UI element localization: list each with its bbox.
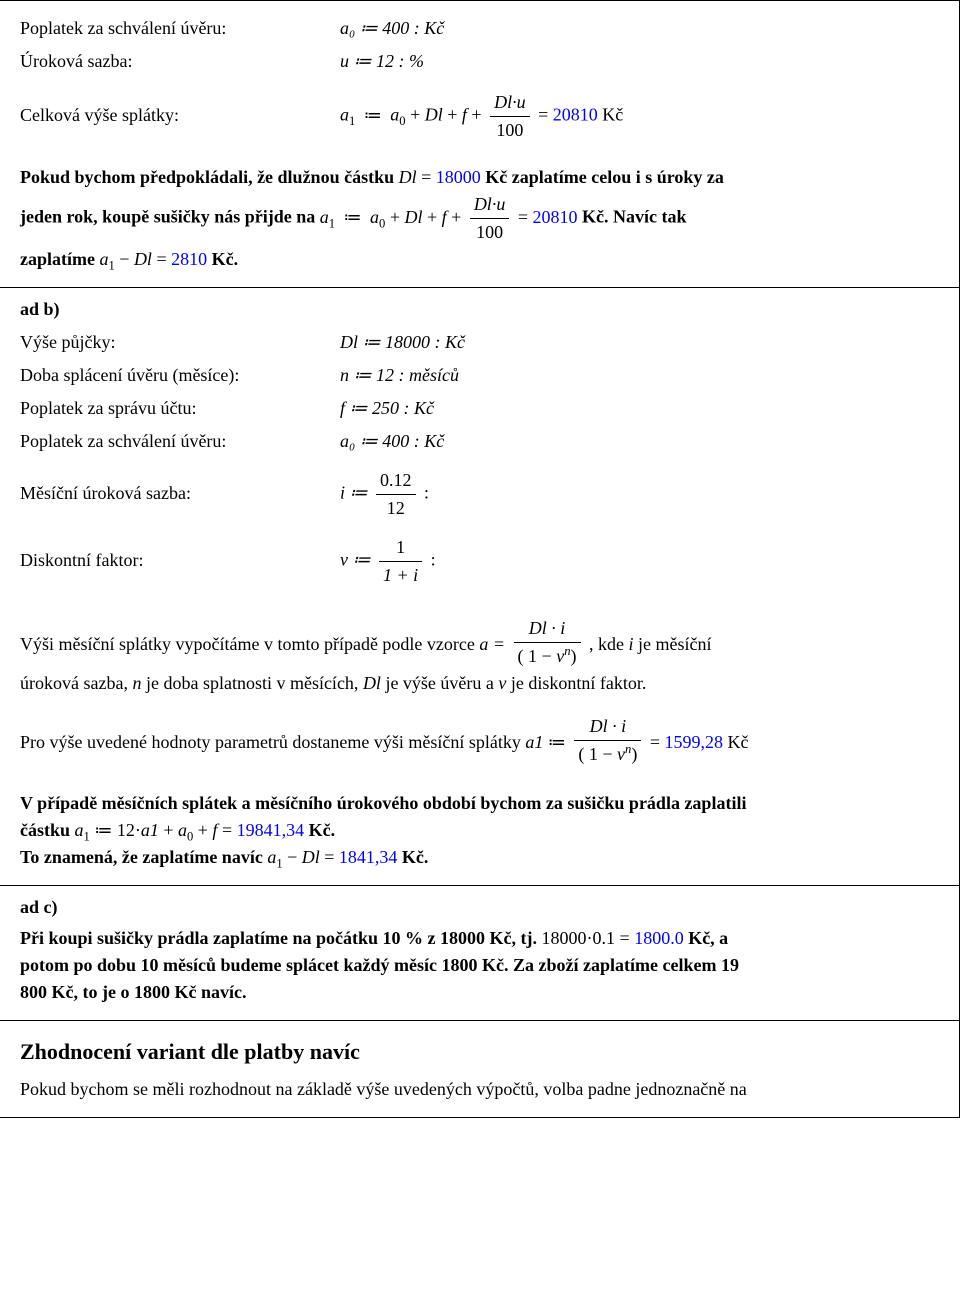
approval-label: Poplatek za schválení úvěru:	[20, 428, 340, 455]
section-c: ad c) Při koupi sušičky prádla zaplatíme…	[0, 886, 959, 1021]
heading-c: ad c)	[20, 894, 939, 921]
heading-b: ad b)	[20, 296, 939, 323]
document-container: Poplatek za schválení úvěru: a₀ ≔ 400 : …	[0, 0, 960, 1118]
rate-expr: u ≔ 12 : %	[340, 48, 424, 75]
para-c-1: Při koupi sušičky prádla zaplatíme na po…	[20, 925, 939, 952]
loan-label: Výše půjčky:	[20, 329, 340, 356]
para-final: Pokud bychom se měli rozhodnout na zákla…	[20, 1076, 939, 1103]
para-a-3: zaplatíme a1 − Dl = 2810 Kč.	[20, 246, 939, 273]
mrate-label: Měsíční úroková sazba:	[20, 480, 340, 507]
para-b-5: To znamená, že zaplatíme navíc a1 − Dl =…	[20, 844, 939, 871]
disc-expr: v ≔ 11 + i :	[340, 534, 436, 589]
fee-approval-expr: a₀ ≔ 400 : Kč	[340, 15, 444, 42]
para-a-1: Pokud bychom předpokládali, že dlužnou č…	[20, 164, 939, 191]
loan-expr: Dl ≔ 18000 : Kč	[340, 329, 465, 356]
para-b-1: Výši měsíční splátky vypočítáme v tomto …	[20, 615, 939, 670]
rate-label: Úroková sazba:	[20, 48, 340, 75]
acct-expr: f ≔ 250 : Kč	[340, 395, 434, 422]
acct-label: Poplatek za správu účtu:	[20, 395, 340, 422]
para-a-2: jeden rok, koupě sušičky nás přijde na a…	[20, 191, 939, 246]
months-label: Doba splácení úvěru (měsíce):	[20, 362, 340, 389]
para-b-4a: V případě měsíčních splátek a měsíčního …	[20, 790, 939, 817]
disc-label: Diskontní faktor:	[20, 547, 340, 574]
section-final: Zhodnocení variant dle platby navíc Poku…	[0, 1021, 959, 1117]
mrate-expr: i ≔ 0.1212 :	[340, 467, 429, 522]
para-c-3: 800 Kč, to je o 1800 Kč navíc.	[20, 979, 939, 1006]
para-b-4b: částku a1 ≔ 12·a1 + a0 + f = 19841,34 Kč…	[20, 817, 939, 844]
fee-approval-label: Poplatek za schválení úvěru:	[20, 15, 340, 42]
para-c-2: potom po dobu 10 měsíců budeme splácet k…	[20, 952, 939, 979]
section-a: Poplatek za schválení úvěru: a₀ ≔ 400 : …	[0, 1, 959, 288]
para-b-2: úroková sazba, n je doba splatnosti v mě…	[20, 670, 939, 697]
months-expr: n ≔ 12 : měsíců	[340, 362, 459, 389]
para-b-3: Pro výše uvedené hodnoty parametrů dosta…	[20, 713, 939, 768]
section-b: ad b) Výše půjčky: Dl ≔ 18000 : Kč Doba …	[0, 288, 959, 886]
total-expr: a1 ≔ a0 + Dl + f + Dl·u100 = 20810 Kč	[340, 89, 623, 144]
approval-expr: a₀ ≔ 400 : Kč	[340, 428, 444, 455]
heading-final: Zhodnocení variant dle platby navíc	[20, 1035, 939, 1068]
total-label: Celková výše splátky:	[20, 102, 340, 129]
